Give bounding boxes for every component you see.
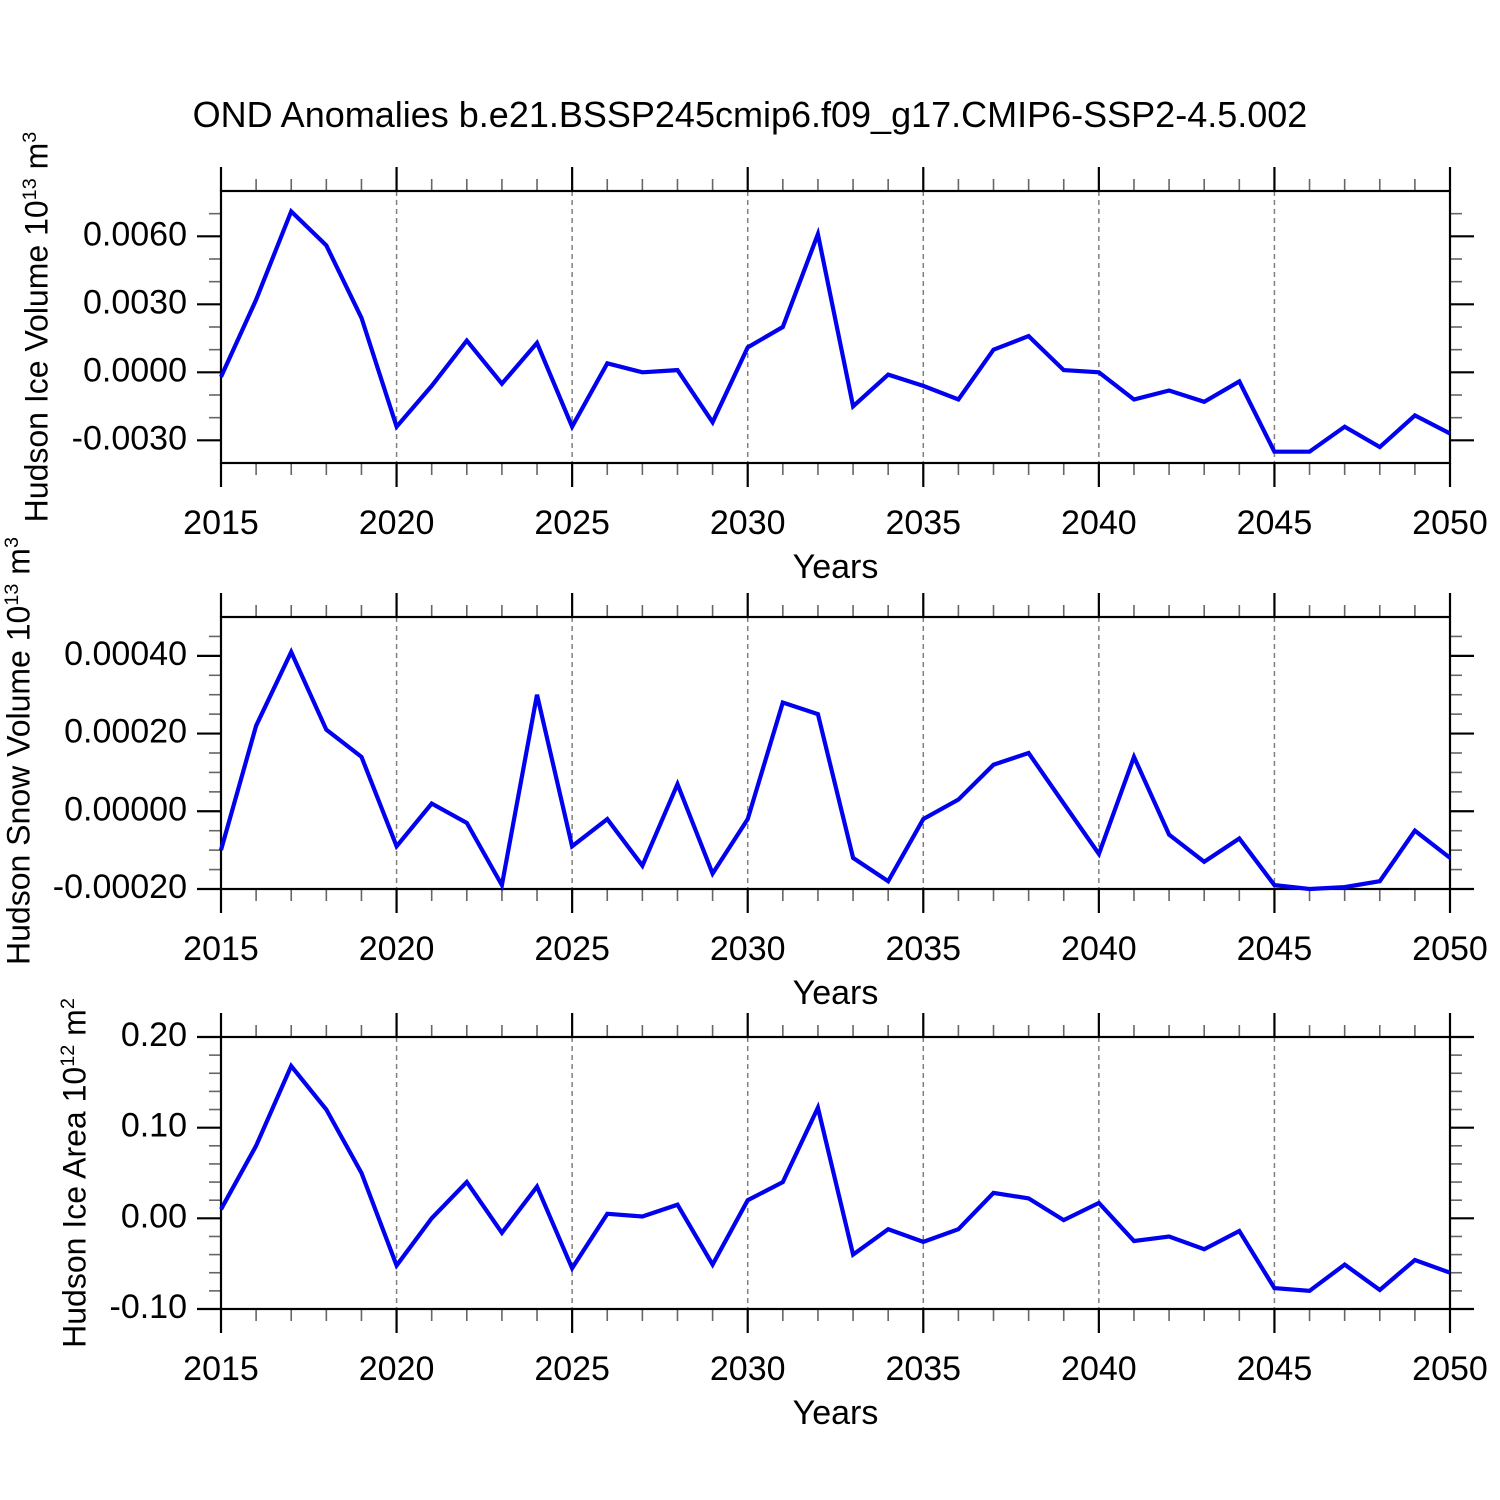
- series-line: [218, 647, 1452, 892]
- y-tick-label: 0.00: [121, 1197, 187, 1235]
- x-tick-label: 2040: [1061, 504, 1137, 542]
- x-tick-label: 2025: [534, 930, 610, 968]
- x-tick-label: 2030: [710, 504, 786, 542]
- x-tick-label: 2045: [1237, 1350, 1313, 1388]
- x-tick-label: 2025: [534, 1350, 610, 1388]
- y-tick-label: -0.10: [110, 1288, 188, 1326]
- y-tick-label: 0.00000: [64, 790, 187, 828]
- x-tick-label: 2040: [1061, 1350, 1137, 1388]
- x-tick-label: 2015: [183, 504, 259, 542]
- x-tick-label: 2020: [359, 504, 435, 542]
- x-axis-title: Years: [793, 974, 879, 1012]
- series-line: [219, 1061, 1451, 1294]
- y-tick-label: 0.00020: [64, 713, 187, 751]
- x-tick-label: 2020: [359, 1350, 435, 1388]
- y-tick-label: 0.0000: [83, 351, 187, 389]
- x-tick-label: 2035: [885, 504, 961, 542]
- x-tick-label: 2050: [1412, 1350, 1488, 1388]
- x-tick-label: 2045: [1237, 930, 1313, 968]
- y-tick-label: 0.00040: [64, 635, 187, 673]
- x-tick-label: 2030: [710, 930, 786, 968]
- y-tick-label: -0.00020: [53, 868, 187, 906]
- series-line: [219, 207, 1451, 454]
- x-tick-label: 2020: [359, 930, 435, 968]
- x-tick-label: 2045: [1237, 504, 1313, 542]
- y-tick-label: 0.10: [121, 1107, 187, 1145]
- x-tick-label: 2035: [885, 1350, 961, 1388]
- x-tick-label: 2015: [183, 930, 259, 968]
- x-tick-label: 2030: [710, 1350, 786, 1388]
- y-tick-label: 0.0030: [83, 283, 187, 321]
- axis-frame: [219, 1035, 1452, 1311]
- x-tick-label: 2040: [1061, 930, 1137, 968]
- axis-frame: [219, 615, 1452, 891]
- chart-title: OND Anomalies b.e21.BSSP245cmip6.f09_g17…: [192, 94, 1308, 135]
- x-tick-label: 2050: [1412, 930, 1488, 968]
- x-tick-label: 2035: [885, 930, 961, 968]
- y-tick-label: 0.20: [121, 1016, 187, 1054]
- x-tick-label: 2015: [183, 1350, 259, 1388]
- x-tick-label: 2025: [534, 504, 610, 542]
- x-axis-title: Years: [793, 548, 879, 586]
- y-tick-label: -0.0030: [72, 419, 187, 457]
- y-tick-label: 0.0060: [83, 215, 187, 253]
- x-axis-title: Years: [793, 1394, 879, 1432]
- axis-frame: [219, 189, 1452, 465]
- x-tick-label: 2050: [1412, 504, 1488, 542]
